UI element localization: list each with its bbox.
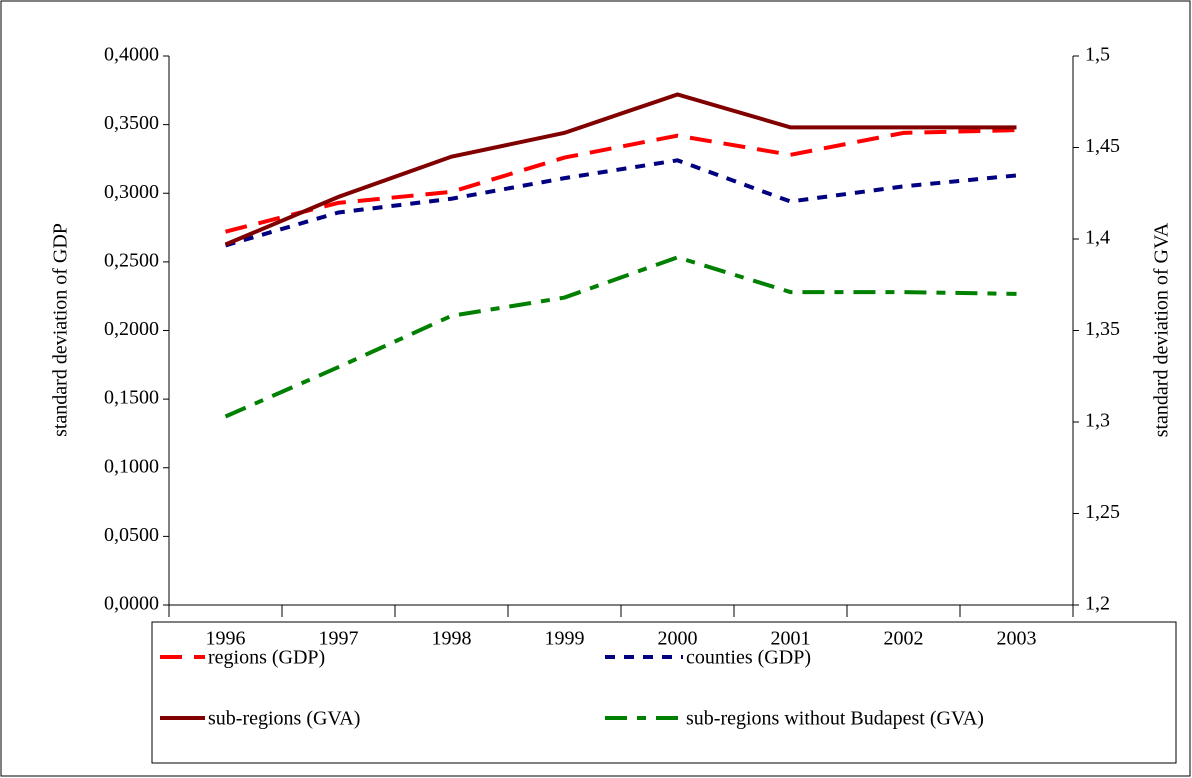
y2-tick-label: 1,4 — [1085, 227, 1110, 249]
x-tick-label: 1999 — [545, 628, 585, 650]
y-tick-label: 0,3500 — [104, 112, 159, 134]
x-tick-label: 1998 — [432, 628, 472, 650]
legend-label: regions (GDP) — [208, 647, 325, 669]
y2-tick-label: 1,2 — [1085, 593, 1110, 615]
x-tick-label: 2000 — [658, 628, 698, 650]
series-line — [224, 255, 1017, 419]
legend-label: counties (GDP) — [686, 647, 811, 669]
legend-label: sub-regions (GVA) — [208, 708, 360, 730]
series-line — [224, 158, 1017, 248]
y2-tick-label: 1,5 — [1085, 44, 1110, 66]
y-tick-label: 0,4000 — [104, 44, 159, 66]
y2-tick-label: 1,45 — [1085, 135, 1120, 157]
y-tick-label: 0,3000 — [104, 181, 159, 203]
x-tick-label: 1996 — [206, 628, 246, 650]
y-tick-label: 0,0500 — [104, 524, 159, 546]
y2-tick-label: 1,35 — [1085, 318, 1120, 340]
x-tick-label: 2001 — [771, 628, 811, 650]
y2-tick-label: 1,25 — [1085, 501, 1120, 523]
x-tick-label: 2002 — [884, 628, 924, 650]
x-tick-label: 2003 — [997, 628, 1037, 650]
series-line — [224, 92, 1017, 247]
x-tick-label: 1997 — [319, 628, 359, 650]
y-axis-label: standard deviation of GDP — [50, 223, 72, 437]
y-tick-label: 0,2500 — [104, 249, 159, 271]
legend — [151, 621, 1177, 764]
y2-axis-label: standard deviation of GVA — [1151, 222, 1173, 437]
y-tick-label: 0,1500 — [104, 387, 159, 409]
y-tick-label: 0,0000 — [104, 593, 159, 615]
legend-label: sub-regions without Budapest (GVA) — [686, 708, 984, 730]
y-tick-label: 0,1000 — [104, 455, 159, 477]
y-tick-label: 0,2000 — [104, 318, 159, 340]
y2-tick-label: 1,3 — [1085, 410, 1110, 432]
